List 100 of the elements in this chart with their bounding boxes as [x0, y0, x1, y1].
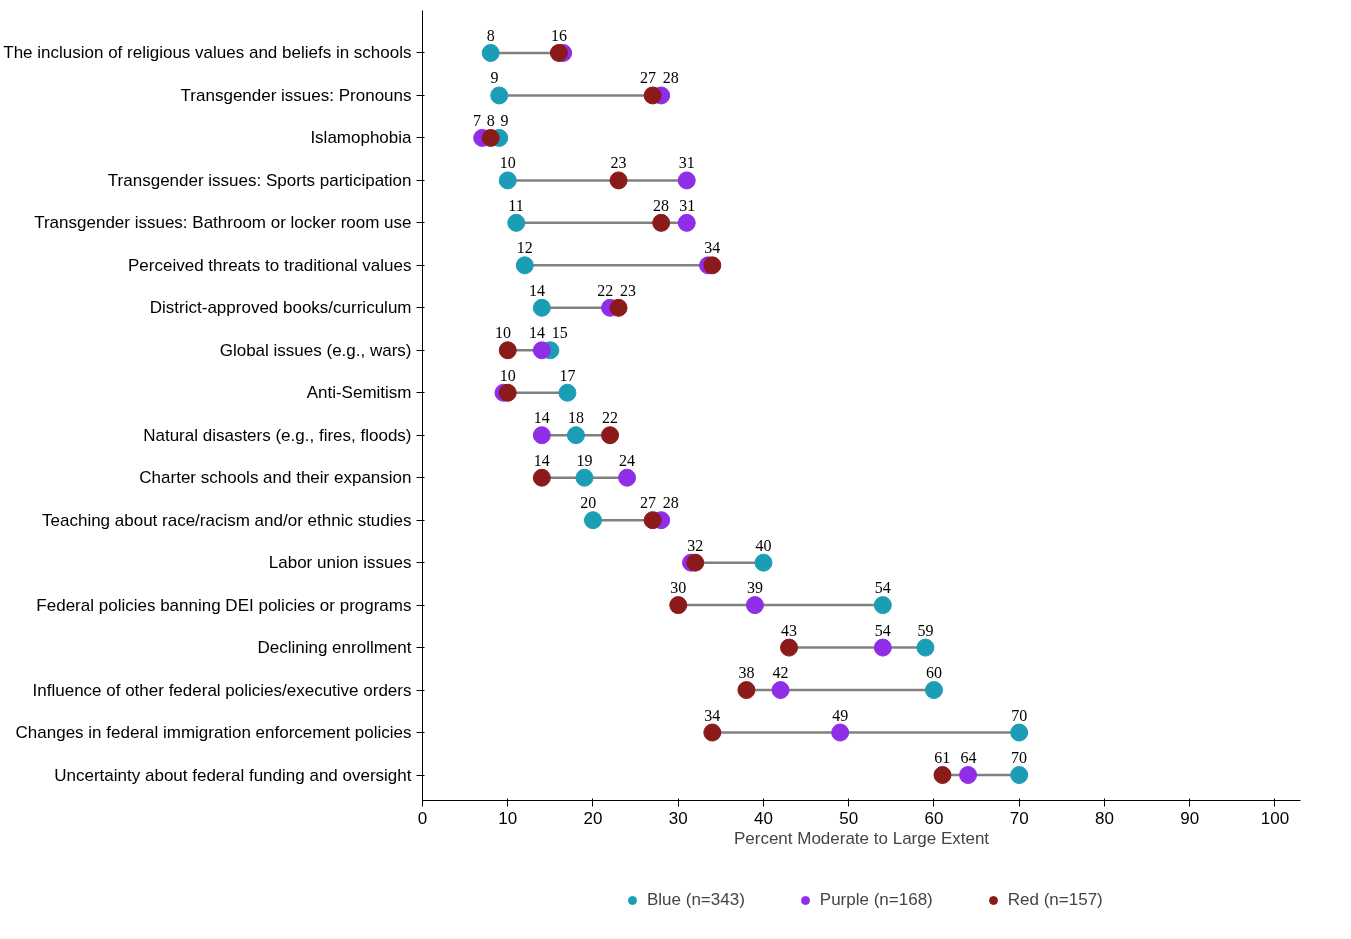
data-label: 22 [602, 409, 619, 427]
data-label: 54 [874, 579, 891, 597]
point [566, 426, 585, 445]
data-label: 16 [550, 26, 567, 44]
x-tick-label: 50 [839, 808, 859, 828]
x-tick-label: 0 [417, 808, 428, 828]
point [933, 766, 952, 784]
data-label: 40 [755, 536, 772, 554]
point [498, 383, 517, 402]
point [532, 468, 551, 487]
data-label: 28 [652, 196, 669, 214]
point [703, 256, 722, 275]
y-tick-label: Islamophobia [310, 128, 413, 148]
data-label: 14 [533, 409, 550, 427]
point [745, 596, 764, 615]
data-label: 11 [508, 196, 524, 214]
point [771, 681, 790, 700]
data-label: 23 [610, 154, 627, 172]
point [532, 298, 551, 317]
x-tick-label: 80 [1094, 808, 1114, 828]
point [583, 511, 602, 530]
data-label: 9 [490, 69, 499, 87]
data-label: 22 [597, 281, 614, 299]
point [916, 638, 935, 657]
data-label: 61 [934, 749, 951, 767]
point [831, 723, 850, 742]
x-tick-label: 70 [1009, 808, 1029, 828]
y-tick-label: Transgender issues: Bathroom or locker room use [34, 213, 412, 233]
point [754, 553, 773, 572]
data-label: 31 [678, 154, 695, 172]
point [498, 171, 517, 190]
y-tick-label: Changes in federal immigration enforcement policies [15, 723, 412, 743]
legend-label: Blue (n=343) [647, 890, 745, 910]
x-tick-label: 30 [668, 808, 688, 828]
data-label: 7 [472, 111, 481, 129]
y-tick-label: Global issues (e.g., wars) [219, 340, 412, 360]
data-label: 32 [687, 536, 704, 554]
point [507, 213, 526, 232]
data-label: 49 [832, 706, 849, 724]
y-tick-label: The inclusion of religious values and beliefs in schools [3, 43, 412, 63]
data-label: 8 [486, 111, 495, 129]
x-tick-label: 40 [754, 808, 773, 828]
data-label: 42 [772, 664, 789, 682]
data-label: 20 [580, 494, 597, 512]
point [618, 468, 637, 487]
data-label: 70 [1011, 706, 1028, 724]
point [703, 723, 722, 742]
data-label: 12 [516, 239, 533, 257]
data-label: 23 [620, 281, 637, 299]
data-label: 64 [960, 749, 977, 767]
point [677, 213, 696, 232]
x-tick-label: 60 [924, 808, 944, 828]
point [873, 596, 892, 615]
point [609, 171, 628, 190]
y-tick-label: Declining enrollment [257, 638, 412, 658]
point [669, 596, 688, 615]
point [481, 128, 500, 147]
data-label: 39 [746, 579, 763, 597]
point [643, 86, 662, 105]
data-label: 10 [495, 324, 512, 342]
point [601, 426, 620, 445]
point [737, 681, 756, 700]
legend-label: Red (n=157) [1007, 890, 1103, 910]
point [498, 341, 517, 360]
x-axis-title: Percent Moderate to Large Extent [733, 828, 990, 848]
point [575, 468, 594, 487]
point [609, 298, 628, 317]
data-label: 24 [619, 451, 636, 469]
point [549, 43, 568, 62]
point [873, 638, 892, 657]
data-label: 17 [559, 366, 576, 384]
data-label: 9 [500, 111, 509, 129]
point [532, 426, 551, 445]
x-tick-label: 10 [498, 808, 518, 828]
data-label: 28 [662, 494, 679, 512]
data-label: 30 [670, 579, 687, 597]
data-label: 59 [917, 621, 934, 639]
data-label: 14 [529, 281, 546, 299]
data-label: 27 [639, 69, 656, 87]
point [686, 553, 705, 572]
y-tick-label: District-approved books/curriculum [149, 298, 412, 318]
data-label: 14 [529, 324, 546, 342]
data-label: 18 [567, 409, 584, 427]
data-label: 8 [486, 26, 495, 44]
data-label: 15 [551, 324, 568, 342]
data-label: 19 [576, 451, 593, 469]
data-label: 34 [704, 239, 721, 257]
point [558, 383, 577, 402]
data-label: 10 [499, 366, 516, 384]
point [959, 766, 978, 784]
data-label: 14 [533, 451, 550, 469]
data-label: 31 [679, 196, 696, 214]
y-tick-label: Uncertainty about federal funding and oversight [54, 765, 412, 785]
point [1010, 766, 1029, 784]
data-label: 38 [738, 664, 755, 682]
y-tick-label: Labor union issues [268, 553, 412, 573]
y-tick-label: Transgender issues: Pronouns [180, 85, 412, 105]
y-tick-label: Federal policies banning DEI policies or programs [36, 595, 412, 615]
point [515, 256, 534, 275]
y-tick-label: Teaching about race/racism and/or ethnic studies [42, 510, 412, 530]
